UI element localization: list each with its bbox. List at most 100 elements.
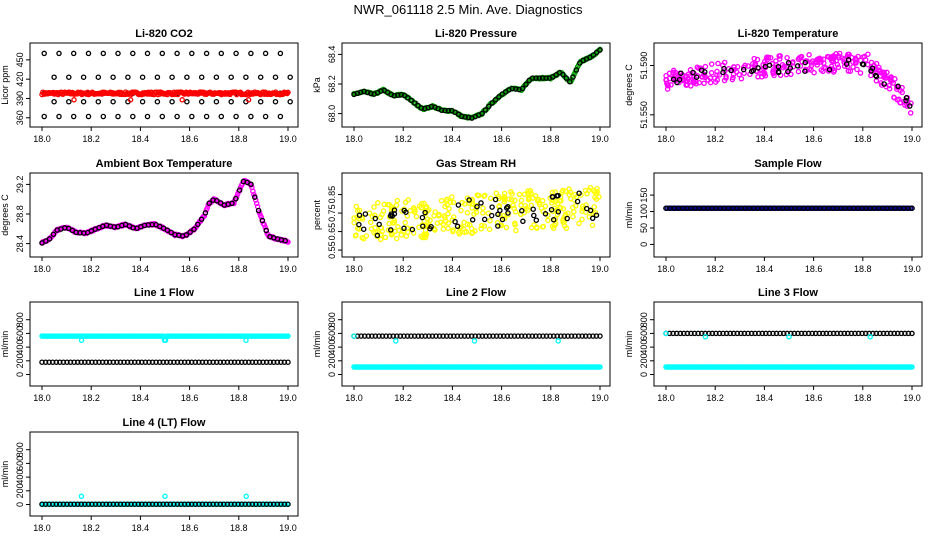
series-1-point [536,201,543,208]
series-1-point [513,227,519,234]
series-1-point [51,74,57,80]
chart-title: Line 2 Flow [446,287,506,299]
series-1-point [189,50,195,57]
series-2-point [206,200,212,206]
data-points [351,333,603,370]
series-2-point [187,229,193,235]
series-2-point [554,193,560,199]
series-1-point [525,207,531,213]
series-1-point [434,220,441,227]
chart-title: Li-820 Temperature [738,28,839,40]
series-1-point [702,63,709,70]
series-1-point [734,63,741,70]
chart-panel-6: Sample Flow ml/min 18.0 18.2 18.4 18.6 18.8 19.… [624,158,923,274]
series-1-point [482,192,488,199]
series-2-point [775,63,782,70]
series-1-point [752,61,759,67]
series-2-point [503,205,510,211]
plot-frame [341,172,611,258]
series-1-point [189,113,195,120]
series-1-point [144,113,151,120]
series-1-point [277,113,284,120]
series-1-point [712,79,719,85]
series-1-point [445,225,451,231]
x-tick-label: 19.0 [591,264,609,274]
x-tick-label: 18.6 [805,134,823,144]
series-2-point [539,75,546,81]
series-1-point [480,205,486,211]
series-1-point [566,191,572,198]
series-2-point [570,74,576,80]
series-3-point [393,338,399,344]
series-1-point [388,231,395,238]
series-1-point [551,222,558,228]
series-2-point [676,76,683,83]
series-1-point [882,71,888,78]
series-1-point [382,234,389,241]
chart-title: Li-820 Pressure [435,28,517,40]
series-1-point [799,58,805,65]
series-1-point [228,74,234,80]
series-2-point [442,107,448,114]
series-1-point [403,233,410,239]
series-2-point [438,107,445,113]
series-2-point [590,52,597,58]
series-1-point [554,211,561,218]
series-2-point [698,330,705,337]
series-1-point [853,60,859,66]
data-points [663,330,915,370]
series-1-point [243,74,249,80]
series-2-point [529,75,536,81]
series-2-point [787,65,794,71]
chart-title: Li-820 CO2 [135,28,192,40]
series-1-point [907,110,914,116]
series-3-point [127,97,134,103]
series-2-point [74,359,81,365]
series-2-point [206,501,213,507]
series-3-point [471,338,478,344]
y-tick-label: 600 [639,326,649,341]
series-1-point [512,220,518,226]
series-1-point [154,98,161,105]
x-tick-label: 18.4 [132,134,150,144]
series-2-point [674,79,680,86]
series-1-point [868,72,874,79]
series-1-point [218,113,225,120]
series-2-point [903,97,909,104]
x-tick-label: 18.6 [493,393,511,403]
series-1-point [262,113,269,120]
series-1-point [738,75,745,82]
y-tick-label: 800 [15,312,25,327]
series-2-point [909,330,915,337]
series-2-point [677,330,684,337]
series-2-point [488,212,495,219]
series-2-point [509,85,516,92]
series-1-point [272,74,279,80]
series-2-point [415,333,421,339]
series-2-point [256,359,263,365]
y-tick-label: 150 [639,188,649,203]
series-1-point [287,98,293,105]
series-1-point [857,70,864,76]
series-1-point [594,185,600,192]
series-2-point [740,66,747,73]
y-tick-label: 51.590 [639,52,649,80]
series-2-point [92,359,99,365]
series-1-point [493,190,500,197]
series-2-point [454,223,461,230]
y-tick-label: 68.2 [327,75,337,93]
series-2-point [409,226,416,233]
y-tick-label: 360 [15,110,25,125]
series-1-point [351,215,357,221]
x-tick-label: 18.8 [854,134,872,144]
series-2-point [826,66,833,73]
series-1-point [754,56,761,63]
series-1-point [66,98,72,105]
series-2-point [574,198,581,205]
series-1-point [449,194,455,200]
series-1-point [169,74,175,80]
series-1-point [427,217,433,224]
data-points [39,493,291,507]
series-2-point [285,359,291,365]
series-2-point [670,76,677,83]
